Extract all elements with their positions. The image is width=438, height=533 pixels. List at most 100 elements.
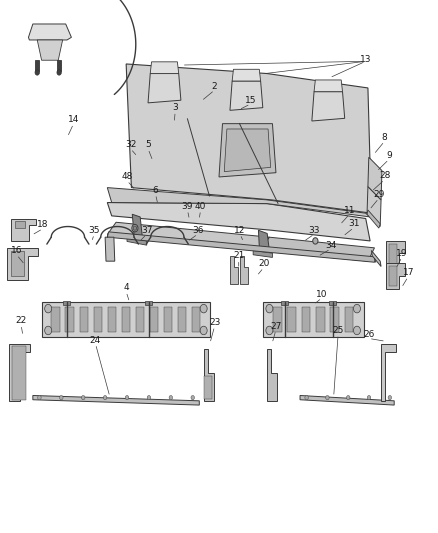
Polygon shape bbox=[345, 308, 353, 332]
Text: 2: 2 bbox=[212, 82, 217, 91]
Polygon shape bbox=[330, 308, 339, 332]
Polygon shape bbox=[300, 395, 394, 405]
Polygon shape bbox=[150, 62, 179, 74]
Polygon shape bbox=[267, 349, 277, 401]
Polygon shape bbox=[105, 237, 115, 261]
Text: 17: 17 bbox=[403, 269, 414, 277]
Circle shape bbox=[38, 395, 41, 400]
Circle shape bbox=[353, 304, 360, 313]
Polygon shape bbox=[368, 157, 382, 200]
Polygon shape bbox=[33, 395, 199, 405]
Polygon shape bbox=[107, 203, 370, 241]
Polygon shape bbox=[107, 232, 376, 262]
Polygon shape bbox=[42, 302, 210, 337]
Polygon shape bbox=[150, 308, 158, 332]
Polygon shape bbox=[11, 219, 36, 241]
Circle shape bbox=[35, 70, 39, 75]
Text: 19: 19 bbox=[396, 249, 408, 257]
Text: 13: 13 bbox=[360, 55, 371, 64]
Polygon shape bbox=[204, 349, 214, 401]
Text: 23: 23 bbox=[209, 318, 220, 327]
Polygon shape bbox=[15, 221, 25, 228]
Polygon shape bbox=[389, 266, 397, 286]
Polygon shape bbox=[253, 251, 272, 257]
Text: 20: 20 bbox=[258, 260, 269, 268]
Polygon shape bbox=[94, 308, 102, 332]
Text: 26: 26 bbox=[363, 330, 374, 339]
Text: 29: 29 bbox=[373, 190, 385, 199]
Circle shape bbox=[367, 395, 371, 400]
Text: 11: 11 bbox=[344, 206, 355, 215]
Text: 21: 21 bbox=[233, 252, 244, 260]
Circle shape bbox=[353, 326, 360, 335]
Polygon shape bbox=[66, 308, 74, 332]
Circle shape bbox=[103, 395, 107, 400]
Text: 10: 10 bbox=[316, 290, 328, 298]
Text: 35: 35 bbox=[88, 226, 100, 235]
Circle shape bbox=[191, 395, 194, 400]
Polygon shape bbox=[367, 210, 380, 228]
Polygon shape bbox=[230, 256, 238, 284]
Text: 37: 37 bbox=[141, 226, 152, 235]
Text: 31: 31 bbox=[348, 220, 360, 228]
Circle shape bbox=[45, 326, 52, 335]
Text: 5: 5 bbox=[145, 141, 151, 149]
Text: 28: 28 bbox=[379, 172, 390, 180]
Circle shape bbox=[200, 304, 207, 313]
Polygon shape bbox=[204, 376, 212, 399]
Polygon shape bbox=[263, 302, 364, 337]
Polygon shape bbox=[9, 344, 30, 401]
Text: 24: 24 bbox=[90, 336, 101, 344]
Polygon shape bbox=[386, 263, 405, 289]
Text: 22: 22 bbox=[15, 317, 27, 325]
Circle shape bbox=[133, 226, 137, 230]
Polygon shape bbox=[80, 308, 88, 332]
Polygon shape bbox=[367, 187, 381, 227]
Polygon shape bbox=[63, 301, 70, 305]
Circle shape bbox=[388, 395, 392, 400]
Polygon shape bbox=[12, 346, 26, 400]
Text: 14: 14 bbox=[68, 116, 79, 124]
Polygon shape bbox=[389, 244, 397, 264]
Text: 36: 36 bbox=[192, 226, 204, 235]
Polygon shape bbox=[37, 40, 63, 60]
Polygon shape bbox=[178, 308, 186, 332]
Polygon shape bbox=[192, 308, 201, 332]
Polygon shape bbox=[35, 60, 39, 71]
Polygon shape bbox=[145, 301, 152, 305]
Circle shape bbox=[200, 326, 207, 335]
Text: 16: 16 bbox=[11, 246, 22, 255]
Circle shape bbox=[346, 395, 350, 400]
Circle shape bbox=[313, 238, 318, 244]
Polygon shape bbox=[51, 308, 60, 332]
Polygon shape bbox=[57, 60, 61, 71]
Polygon shape bbox=[316, 308, 325, 332]
Polygon shape bbox=[302, 308, 310, 332]
Circle shape bbox=[132, 224, 138, 232]
Polygon shape bbox=[127, 237, 147, 245]
Polygon shape bbox=[126, 64, 371, 213]
Polygon shape bbox=[132, 214, 142, 237]
Text: 18: 18 bbox=[37, 221, 49, 229]
Polygon shape bbox=[224, 129, 271, 172]
Polygon shape bbox=[287, 308, 296, 332]
Polygon shape bbox=[232, 69, 261, 81]
Polygon shape bbox=[281, 301, 288, 305]
Polygon shape bbox=[230, 81, 263, 110]
Text: 48: 48 bbox=[121, 173, 133, 181]
Text: 8: 8 bbox=[381, 133, 388, 142]
Circle shape bbox=[169, 395, 173, 400]
Polygon shape bbox=[122, 308, 130, 332]
Polygon shape bbox=[314, 80, 343, 92]
Circle shape bbox=[325, 395, 329, 400]
Circle shape bbox=[125, 395, 129, 400]
Text: 12: 12 bbox=[234, 226, 246, 235]
Circle shape bbox=[147, 395, 151, 400]
Polygon shape bbox=[7, 248, 38, 280]
Polygon shape bbox=[107, 188, 370, 217]
Polygon shape bbox=[164, 308, 172, 332]
Text: 3: 3 bbox=[172, 103, 178, 112]
Circle shape bbox=[305, 395, 308, 400]
Polygon shape bbox=[11, 251, 24, 276]
Circle shape bbox=[60, 395, 63, 400]
